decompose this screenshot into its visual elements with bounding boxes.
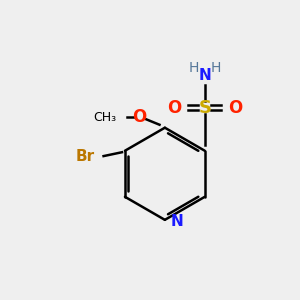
Text: H: H (211, 61, 221, 75)
Text: O: O (229, 99, 243, 117)
Text: Br: Br (76, 149, 95, 164)
Text: N: N (170, 214, 183, 229)
Text: O: O (167, 99, 181, 117)
Text: H: H (188, 61, 199, 75)
Text: O: O (133, 108, 147, 126)
Text: N: N (198, 68, 211, 83)
Text: S: S (198, 99, 211, 117)
Text: CH₃: CH₃ (94, 111, 117, 124)
